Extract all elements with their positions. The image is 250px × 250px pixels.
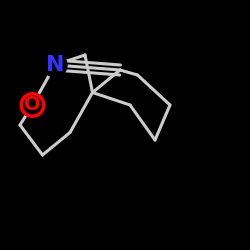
Circle shape [20,93,44,117]
Text: N: N [46,55,64,75]
Text: O: O [24,96,41,114]
Circle shape [43,53,67,77]
